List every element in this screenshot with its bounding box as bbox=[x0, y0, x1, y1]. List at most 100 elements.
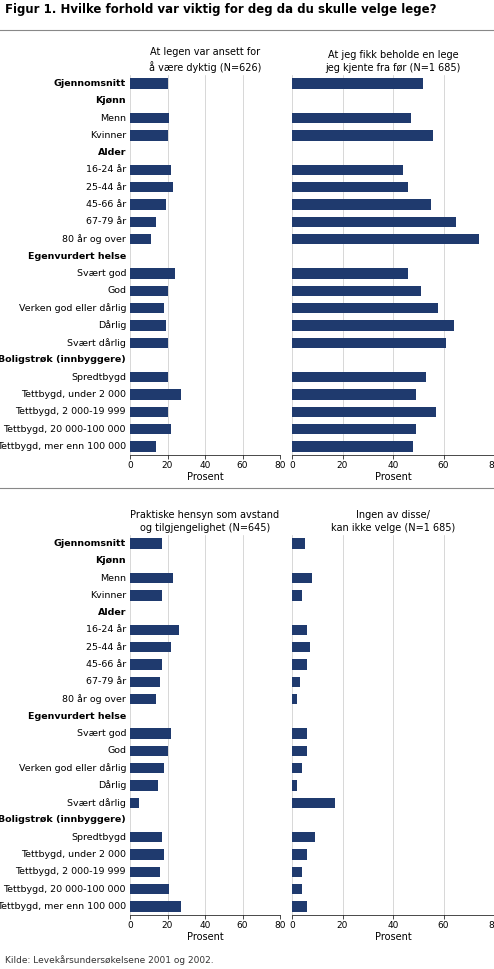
Bar bbox=[130, 390, 181, 400]
Bar bbox=[130, 113, 169, 123]
Bar bbox=[130, 694, 156, 704]
Bar bbox=[292, 642, 310, 652]
Text: 67-79 år: 67-79 år bbox=[86, 677, 126, 686]
Text: 16-24 år: 16-24 år bbox=[86, 626, 126, 635]
Bar bbox=[130, 573, 173, 583]
Bar bbox=[130, 850, 164, 860]
Text: Tettbygd, 20 000-100 000: Tettbygd, 20 000-100 000 bbox=[3, 424, 126, 433]
Text: Spredtbygd: Spredtbygd bbox=[71, 832, 126, 842]
Text: Tettbygd, 20 000-100 000: Tettbygd, 20 000-100 000 bbox=[3, 885, 126, 893]
Text: Tettbygd, 2 000-19 999: Tettbygd, 2 000-19 999 bbox=[15, 867, 126, 876]
Bar bbox=[130, 182, 173, 193]
Bar bbox=[292, 832, 315, 842]
Text: Menn: Menn bbox=[100, 574, 126, 582]
Text: Figur 1. Hvilke forhold var viktig for deg da du skulle velge lege?: Figur 1. Hvilke forhold var viktig for d… bbox=[5, 3, 436, 16]
Bar bbox=[130, 407, 167, 417]
Bar bbox=[130, 832, 162, 842]
Bar bbox=[292, 866, 302, 877]
X-axis label: Prosent: Prosent bbox=[374, 932, 412, 942]
X-axis label: Prosent: Prosent bbox=[374, 472, 412, 483]
Text: Alder: Alder bbox=[97, 148, 126, 157]
Text: Menn: Menn bbox=[100, 113, 126, 123]
Text: Tettbygd, under 2 000: Tettbygd, under 2 000 bbox=[21, 391, 126, 399]
Text: Kjønn: Kjønn bbox=[95, 96, 126, 106]
X-axis label: Prosent: Prosent bbox=[187, 472, 223, 483]
Text: 80 år og over: 80 år og over bbox=[62, 234, 126, 244]
Bar bbox=[130, 901, 181, 912]
Bar bbox=[130, 130, 167, 141]
Text: Dårlig: Dårlig bbox=[98, 780, 126, 791]
Bar bbox=[292, 113, 411, 123]
Bar bbox=[292, 659, 307, 670]
Bar bbox=[292, 268, 408, 279]
Bar bbox=[130, 165, 171, 175]
Bar bbox=[130, 746, 167, 756]
Text: Tettbygd, mer enn 100 000: Tettbygd, mer enn 100 000 bbox=[0, 902, 126, 911]
Bar bbox=[292, 441, 413, 452]
Bar bbox=[292, 590, 302, 601]
Text: Kilde: Levekårsundersøkelsene 2001 og 2002.: Kilde: Levekårsundersøkelsene 2001 og 20… bbox=[5, 955, 213, 965]
Bar bbox=[292, 182, 408, 193]
Text: Verken god eller dårlig: Verken god eller dårlig bbox=[19, 764, 126, 773]
Bar bbox=[292, 200, 431, 209]
Bar bbox=[130, 78, 167, 89]
Text: Tettbygd, under 2 000: Tettbygd, under 2 000 bbox=[21, 850, 126, 860]
Text: Kjønn: Kjønn bbox=[95, 556, 126, 565]
Bar bbox=[292, 407, 436, 417]
Text: 16-24 år: 16-24 år bbox=[86, 166, 126, 174]
Title: Praktiske hensyn som avstand
og tilgjengelighet (N=645): Praktiske hensyn som avstand og tilgjeng… bbox=[130, 510, 280, 533]
Text: God: God bbox=[107, 287, 126, 296]
Bar bbox=[292, 901, 307, 912]
Text: 25-44 år: 25-44 år bbox=[86, 183, 126, 192]
Text: 80 år og over: 80 år og over bbox=[62, 694, 126, 704]
Bar bbox=[292, 321, 453, 330]
Text: Spredtbygd: Spredtbygd bbox=[71, 373, 126, 382]
Bar bbox=[130, 372, 167, 383]
Text: Kvinner: Kvinner bbox=[90, 131, 126, 140]
Bar bbox=[130, 268, 175, 279]
Title: Ingen av disse/
kan ikke velge (N=1 685): Ingen av disse/ kan ikke velge (N=1 685) bbox=[331, 510, 455, 533]
Bar bbox=[292, 539, 305, 548]
Title: At legen var ansett for
å være dyktig (N=626): At legen var ansett for å være dyktig (N… bbox=[149, 47, 261, 73]
Bar bbox=[292, 884, 302, 894]
Bar bbox=[292, 303, 439, 313]
Bar bbox=[292, 423, 416, 434]
Text: Alder: Alder bbox=[97, 609, 126, 617]
Bar bbox=[292, 729, 307, 738]
Bar bbox=[130, 303, 164, 313]
Bar bbox=[130, 441, 156, 452]
Text: Verken god eller dårlig: Verken god eller dårlig bbox=[19, 303, 126, 313]
Bar bbox=[130, 321, 165, 330]
Bar bbox=[130, 659, 162, 670]
Text: Kvinner: Kvinner bbox=[90, 591, 126, 600]
X-axis label: Prosent: Prosent bbox=[187, 932, 223, 942]
Bar bbox=[130, 763, 164, 773]
Bar bbox=[292, 780, 297, 791]
Text: 45-66 år: 45-66 år bbox=[86, 200, 126, 209]
Bar bbox=[130, 539, 162, 548]
Text: Dårlig: Dårlig bbox=[98, 321, 126, 330]
Bar bbox=[292, 694, 297, 704]
Bar bbox=[292, 234, 479, 244]
Text: Tettbygd, mer enn 100 000: Tettbygd, mer enn 100 000 bbox=[0, 442, 126, 451]
Bar bbox=[130, 729, 171, 738]
Bar bbox=[292, 286, 421, 297]
Bar bbox=[130, 337, 167, 348]
Bar bbox=[130, 423, 171, 434]
Bar bbox=[292, 850, 307, 860]
Bar bbox=[292, 390, 416, 400]
Text: Gjennomsnitt: Gjennomsnitt bbox=[54, 539, 126, 548]
Bar bbox=[130, 676, 160, 687]
Bar bbox=[130, 625, 179, 636]
Bar bbox=[292, 372, 426, 383]
Bar bbox=[292, 78, 423, 89]
Text: Boligstrøk (innbyggere): Boligstrøk (innbyggere) bbox=[0, 356, 126, 364]
Text: Gjennomsnitt: Gjennomsnitt bbox=[54, 79, 126, 88]
Bar bbox=[130, 217, 156, 227]
Bar bbox=[130, 286, 167, 297]
Bar bbox=[130, 866, 160, 877]
Text: Tettbygd, 2 000-19 999: Tettbygd, 2 000-19 999 bbox=[15, 407, 126, 417]
Bar bbox=[130, 642, 171, 652]
Text: Boligstrøk (innbyggere): Boligstrøk (innbyggere) bbox=[0, 816, 126, 825]
Bar bbox=[292, 763, 302, 773]
